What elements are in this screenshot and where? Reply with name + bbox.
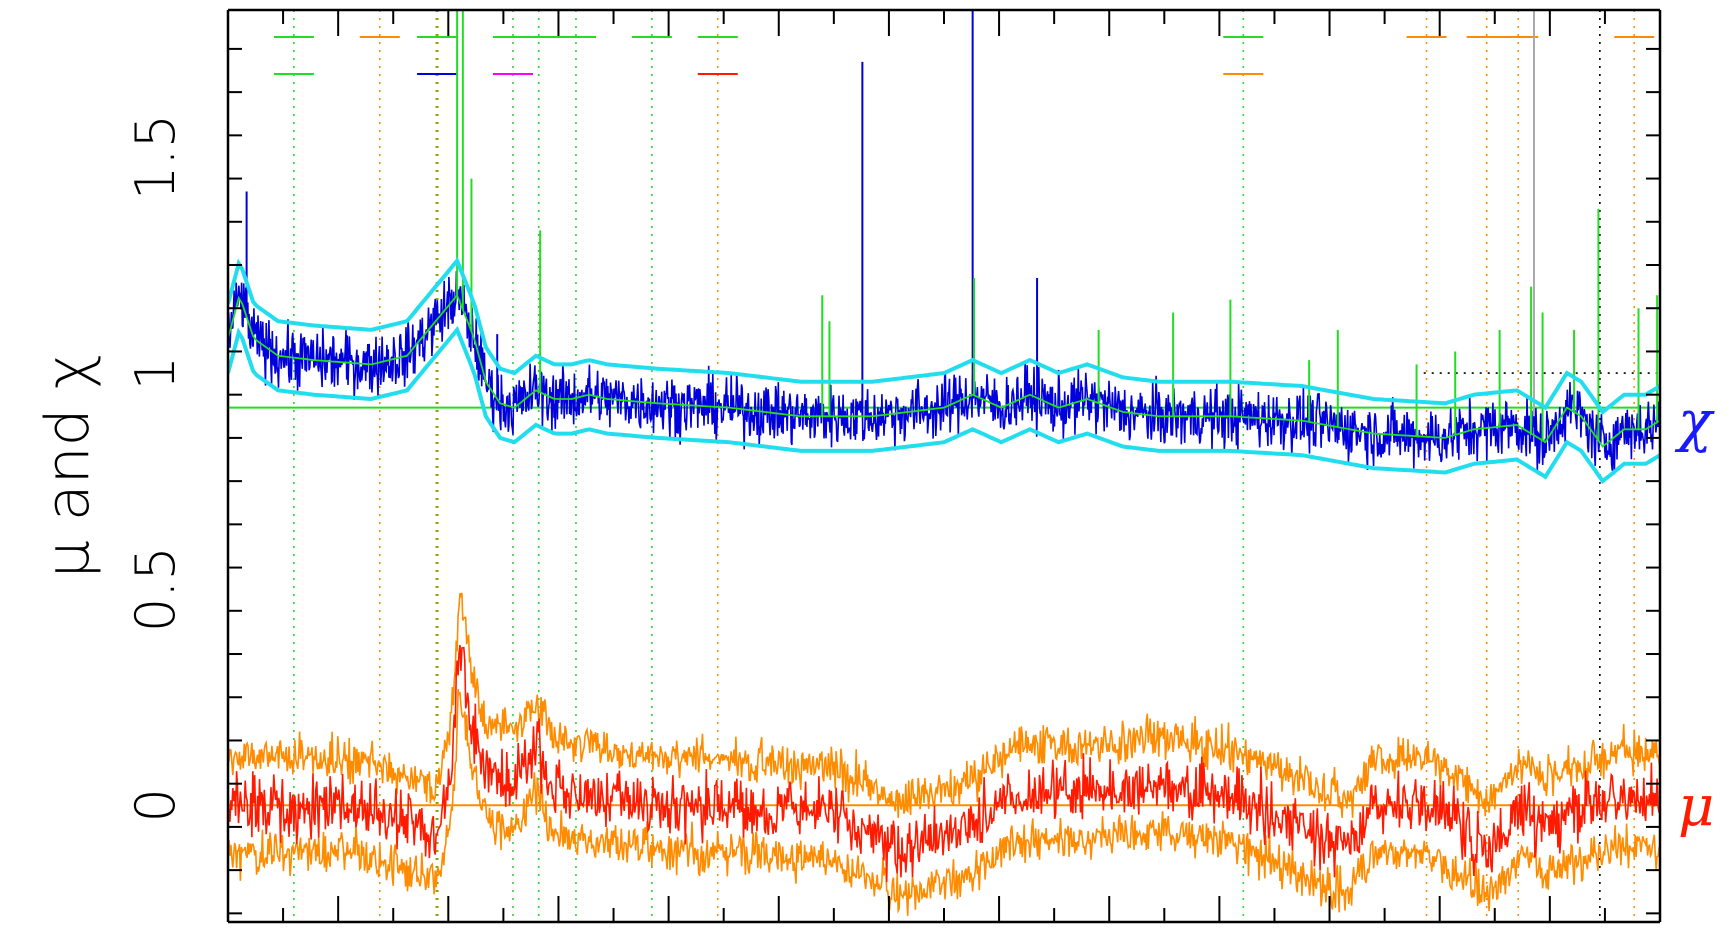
chi-smooth <box>228 293 1660 448</box>
chi-band <box>228 256 1660 484</box>
axes <box>226 8 1662 924</box>
chi-band-upper <box>228 256 1660 415</box>
axis-ticks <box>227 10 1661 922</box>
y-tick-label: 0.5 <box>124 546 187 632</box>
vertical-markers <box>293 10 1636 922</box>
y-tick-label: 1.5 <box>124 114 187 200</box>
series-labels: χμ <box>1674 390 1715 840</box>
chi-smooth-line <box>228 293 1660 448</box>
chi-line <box>228 271 1660 475</box>
y-tick-labels: 0 0.5 1 1.5 <box>124 114 187 822</box>
y-tick-label: 0 <box>124 788 187 822</box>
mu-line <box>228 644 1660 883</box>
mu-band-lower <box>228 688 1660 916</box>
mu-series <box>228 644 1660 883</box>
y-tick-label: 1 <box>124 356 187 390</box>
spike-lines <box>245 10 1659 441</box>
y-axis-title: μ and χ <box>33 354 103 579</box>
series-label: χ <box>1674 390 1715 455</box>
plot-content <box>228 10 1660 922</box>
chi-series <box>228 271 1660 475</box>
mu-band-upper <box>228 592 1660 818</box>
series-label: μ <box>1678 774 1714 839</box>
mu-band <box>228 592 1660 916</box>
chi-band-lower <box>228 325 1660 484</box>
line-identification-ticks <box>273 36 1655 75</box>
